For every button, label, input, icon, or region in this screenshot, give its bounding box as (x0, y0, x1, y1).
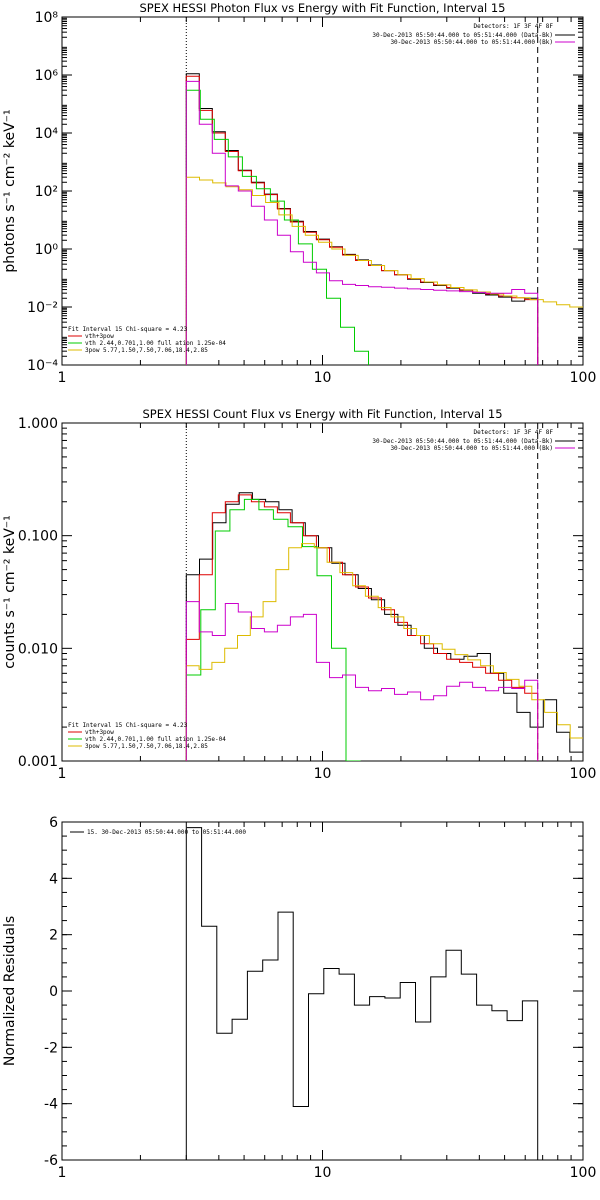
y-tick-label: 10⁻⁴ (27, 358, 58, 374)
legend-entry-label: 30-Dec-2013 05:50:44.000 to 05:51:44.000… (372, 438, 553, 445)
y-tick-label: 10⁴ (35, 126, 59, 142)
legend-entry-label: 30-Dec-2013 05:50:44.000 to 05:51:44.000… (390, 39, 553, 46)
series-data-bk (185, 492, 583, 761)
y-tick-label: 6 (49, 815, 58, 831)
y-tick-label: 0.010 (18, 641, 58, 657)
y-tick-label: 10⁻² (27, 300, 58, 316)
y-tick-label: 0 (49, 984, 58, 1000)
y-tick-label: 1.000 (18, 416, 58, 432)
y-tick-label: 4 (49, 871, 58, 887)
legend-entry-label: 30-Dec-2013 05:50:44.000 to 05:51:44.000… (390, 445, 553, 452)
y-tick-label: 10⁸ (35, 10, 59, 26)
series-3pow (185, 176, 583, 365)
series-residuals (185, 827, 539, 1160)
y-axis-label-3: Normalized Residuals (2, 916, 18, 1066)
series-bk (185, 601, 539, 761)
y-tick-label: -6 (44, 1153, 58, 1169)
x-tick-label: 1 (58, 766, 67, 782)
x-tick-label: 1 (58, 1165, 67, 1181)
y-tick-label: 0.100 (18, 529, 58, 545)
x-tick-label: 1 (58, 370, 67, 386)
legend-header: Detectors: 1F 3F 4F 8F (474, 429, 554, 436)
series-vth-3pow (185, 75, 539, 365)
x-tick-label: 100 (570, 766, 597, 782)
y-tick-label: 2 (49, 928, 58, 944)
legend-entry-label: 30-Dec-2013 05:50:44.000 to 05:51:44.000… (372, 32, 553, 39)
plot-frame-3 (61, 821, 584, 1161)
y-tick-label: 10⁰ (35, 242, 59, 258)
series-data-bk (185, 73, 539, 365)
series-vth-3pow (185, 494, 539, 761)
series-bk (185, 80, 539, 365)
y-tick-label: 0.001 (18, 754, 58, 770)
series-vth (185, 89, 383, 365)
residual-legend-label: 15. 30-Dec-2013 05:50:44.000 to 05:51:44… (87, 829, 246, 836)
fit-legend-label: vth 2.44,0.701,1.00 full ation 1.25e-04 (85, 340, 226, 347)
plot-frame-1 (61, 16, 584, 366)
y-axis-label-1: photons s⁻¹ cm⁻² keV⁻¹ (2, 109, 18, 272)
x-tick-label: 100 (570, 370, 597, 386)
y-axis-label-2: counts s⁻¹ cm⁻² keV⁻¹ (2, 515, 18, 669)
series-vth (185, 498, 361, 761)
fit-legend-label: vth+3pow (85, 729, 114, 736)
fit-legend-label: 3pow 5.77,1.50,7.50,7.06,18.4,2.85 (85, 743, 208, 750)
series-3pow (185, 543, 583, 761)
fit-legend-label: 3pow 5.77,1.50,7.50,7.06,18.4,2.85 (85, 347, 208, 354)
y-tick-label: -2 (44, 1040, 58, 1056)
y-tick-label: -4 (44, 1097, 58, 1113)
fit-legend-header: Fit Interval 15 Chi-square = 4.23 (68, 722, 188, 729)
x-tick-label: 10 (314, 1165, 332, 1181)
fit-legend-label: vth 2.44,0.701,1.00 full ation 1.25e-04 (85, 736, 226, 743)
x-tick-label: 10 (314, 370, 332, 386)
legend-header: Detectors: 1F 3F 4F 8F (474, 23, 554, 30)
x-tick-label: 10 (314, 766, 332, 782)
plot-frame-2 (61, 422, 584, 762)
y-tick-label: 10² (35, 184, 58, 200)
chart-title-2: SPEX HESSI Count Flux vs Energy with Fit… (142, 407, 502, 421)
y-tick-label: 10⁶ (35, 68, 59, 84)
x-tick-label: 100 (570, 1165, 597, 1181)
fit-legend-header: Fit Interval 15 Chi-square = 4.23 (68, 326, 188, 333)
fit-legend-label: vth+3pow (85, 333, 114, 340)
chart-title-1: SPEX HESSI Photon Flux vs Energy with Fi… (139, 1, 505, 15)
